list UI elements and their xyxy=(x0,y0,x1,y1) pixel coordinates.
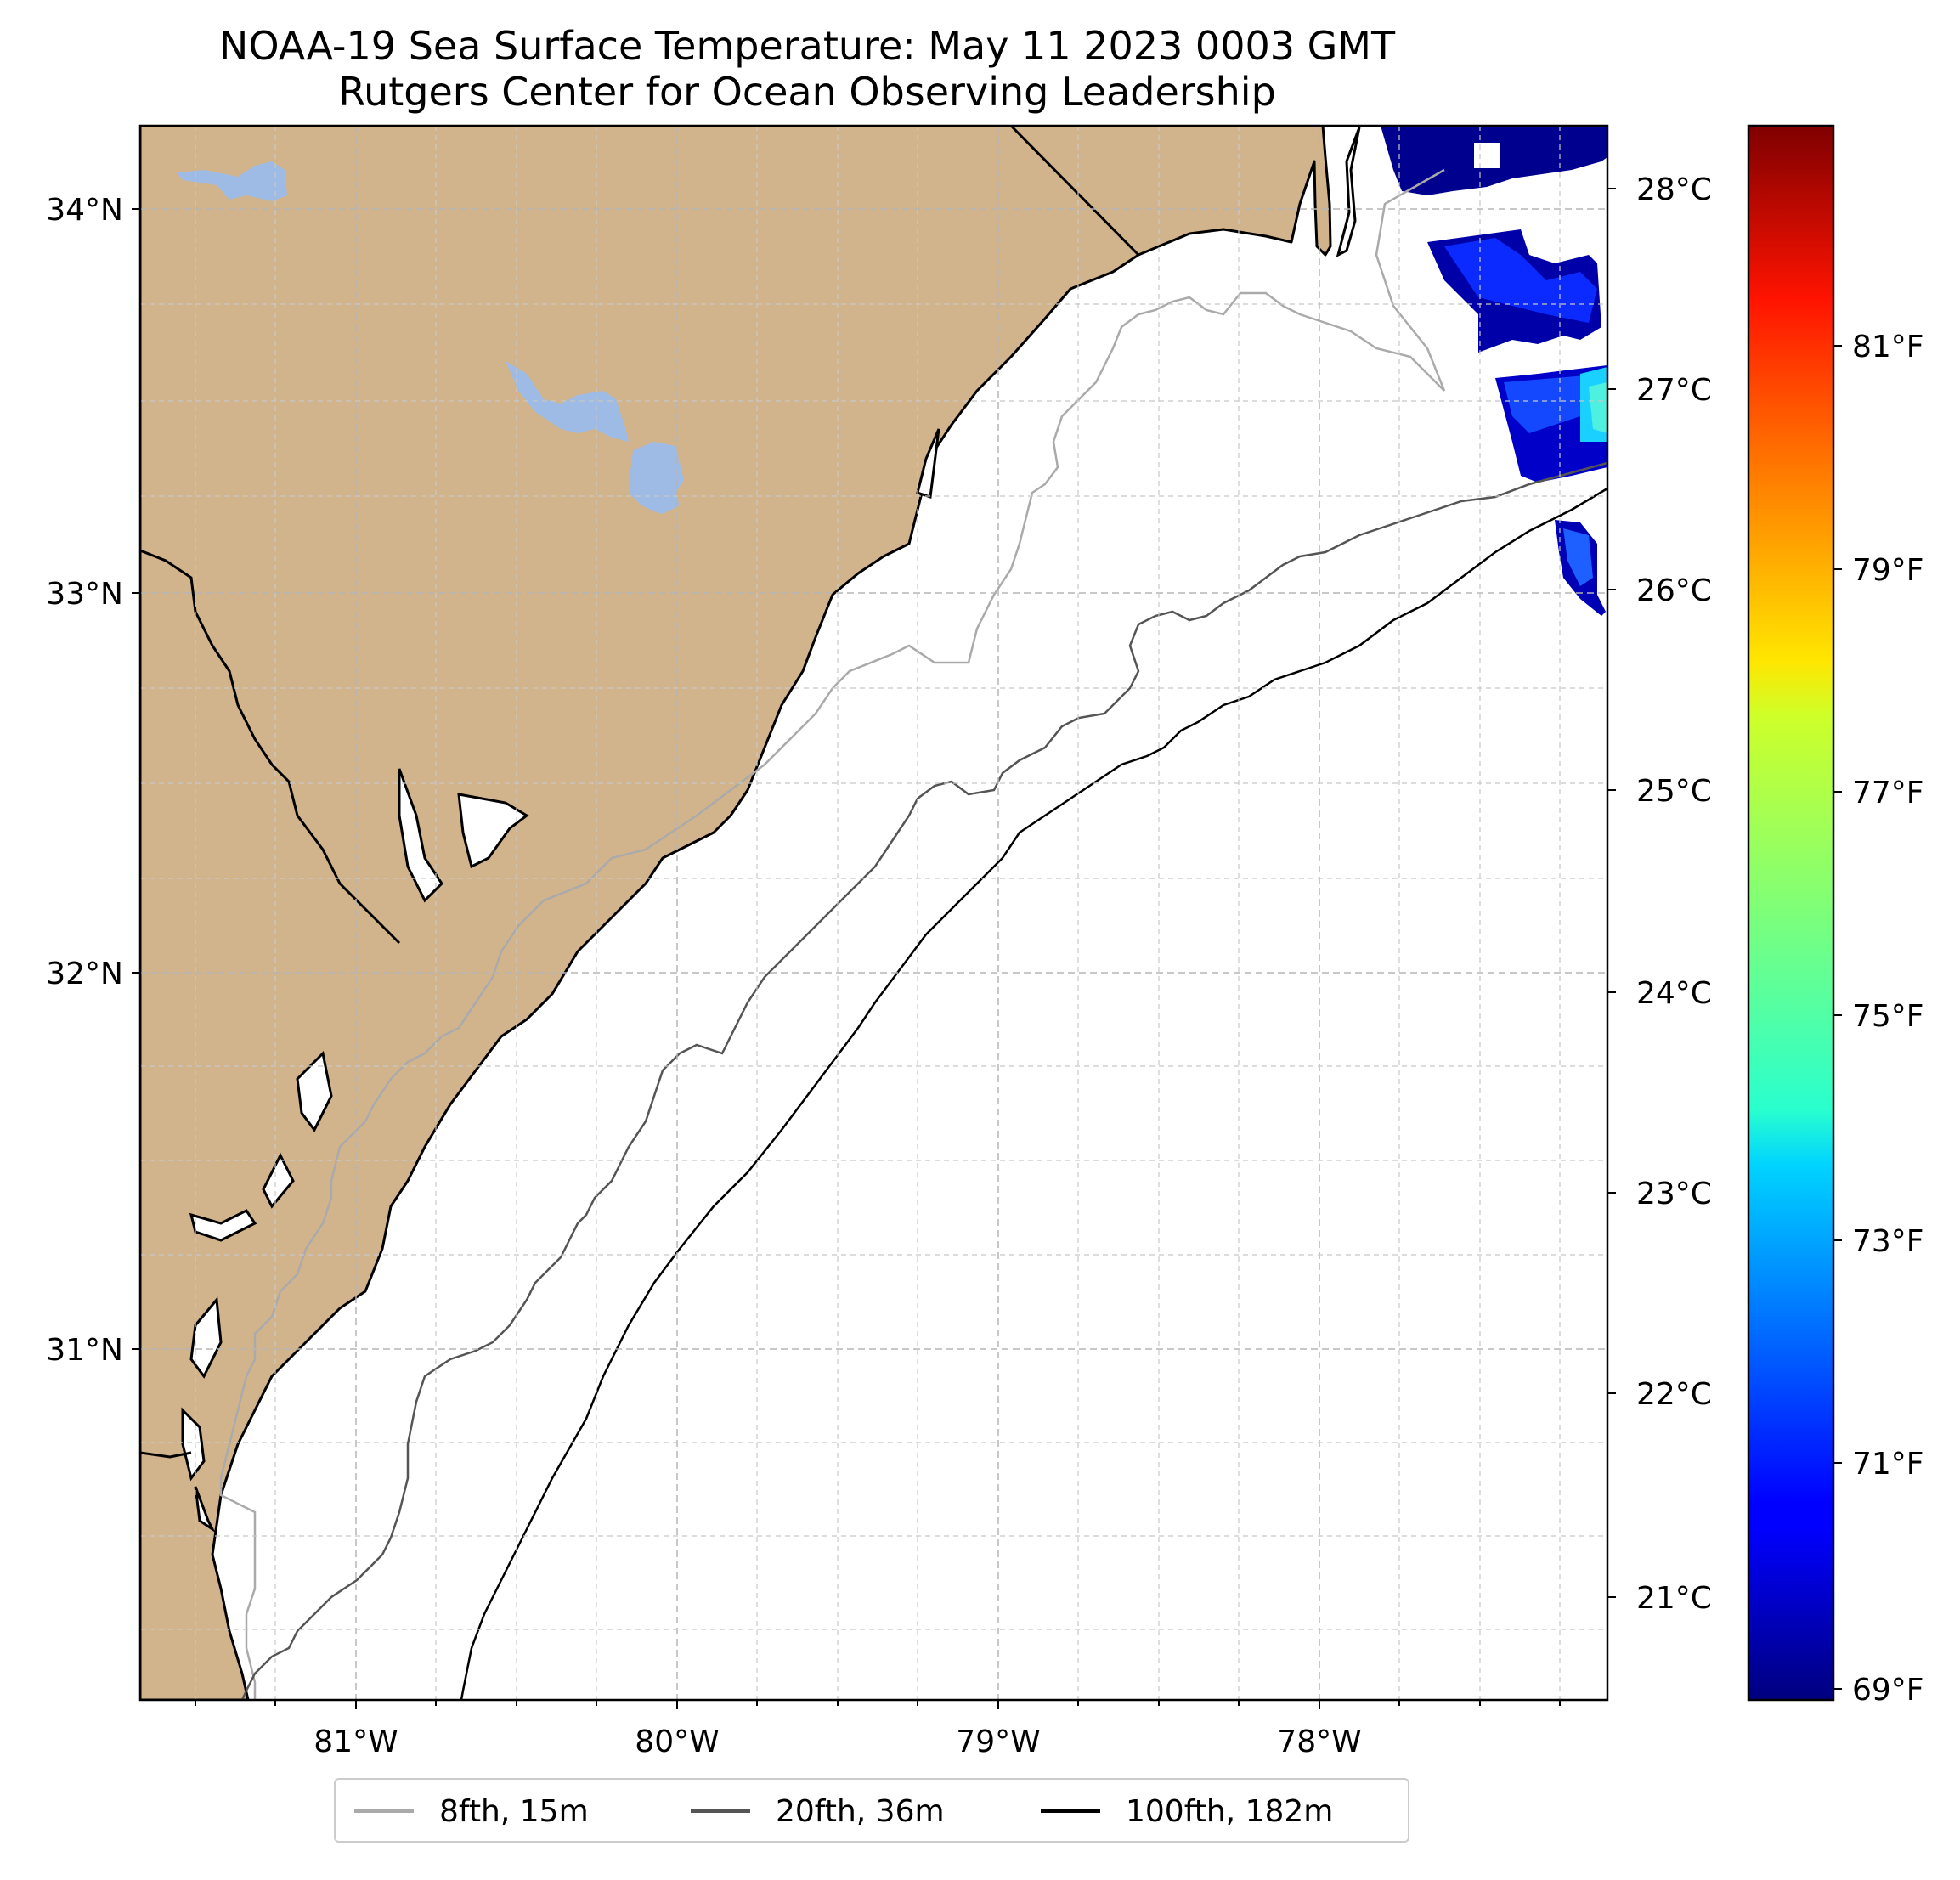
inlet-shape xyxy=(194,1486,216,1533)
colorbar xyxy=(1747,124,1835,1702)
celsius-label: 25°C xyxy=(1636,774,1712,809)
lake xyxy=(506,361,629,442)
lat-label: 33°N xyxy=(46,577,123,612)
fahrenheit-ticks xyxy=(1833,345,1842,1690)
celsius-label: 26°C xyxy=(1636,573,1712,608)
map-frame xyxy=(138,124,1609,1702)
contour-20fth xyxy=(240,461,1607,1700)
inlet-shape xyxy=(189,1296,223,1379)
lake xyxy=(177,161,287,201)
legend-item-100fth: 100fth, 182m xyxy=(1041,1792,1333,1830)
chart-title: NOAA-19 Sea Surface Temperature: May 11 … xyxy=(218,23,1396,69)
legend-label: 8fth, 15m xyxy=(439,1793,589,1829)
contour-100fth xyxy=(460,487,1607,1700)
celsius-label: 23°C xyxy=(1636,1177,1712,1211)
lat-label: 31°N xyxy=(46,1333,123,1368)
inlet-shape xyxy=(262,1152,295,1209)
celsius-label: 21°C xyxy=(1636,1581,1712,1616)
legend-item-8fth: 8fth, 15m xyxy=(354,1792,589,1830)
legend-item-20fth: 20fth, 36m xyxy=(691,1792,945,1830)
legend-line-100fth xyxy=(1041,1809,1100,1813)
celsius-ticks xyxy=(1607,188,1616,1598)
legend: 8fth, 15m 20fth, 36m 100fth, 182m xyxy=(334,1778,1409,1843)
inlet-shape xyxy=(457,793,529,869)
state-border xyxy=(1009,126,1140,257)
lon-label: 81°W xyxy=(313,1725,398,1759)
fahrenheit-label: 69°F xyxy=(1852,1673,1924,1708)
contour-8fth xyxy=(219,168,1446,1700)
legend-line-20fth xyxy=(691,1809,750,1813)
state-border xyxy=(140,549,401,945)
gridlines xyxy=(140,126,1607,1700)
minor-gridlines xyxy=(140,126,1607,1700)
fahrenheit-label: 77°F xyxy=(1852,776,1924,810)
inlet-shape xyxy=(1336,127,1361,257)
lon-label: 78°W xyxy=(1277,1725,1361,1759)
celsius-label: 24°C xyxy=(1636,976,1712,1011)
inlet-shape xyxy=(916,428,940,500)
lat-label: 34°N xyxy=(46,193,123,228)
fahrenheit-label: 75°F xyxy=(1852,999,1924,1034)
fahrenheit-label: 73°F xyxy=(1852,1224,1924,1259)
legend-label: 20fth, 36m xyxy=(776,1793,945,1829)
legend-line-8fth xyxy=(354,1809,414,1813)
inlet-shape xyxy=(398,768,443,903)
fahrenheit-label: 81°F xyxy=(1852,330,1924,364)
lat-label: 32°N xyxy=(46,957,123,991)
fahrenheit-label: 79°F xyxy=(1852,553,1924,588)
celsius-label: 22°C xyxy=(1636,1377,1712,1412)
inlet-shape xyxy=(296,1050,333,1132)
sst-data xyxy=(1381,126,1607,616)
lat-ticks xyxy=(132,208,140,1350)
land-mass xyxy=(140,126,1332,1700)
lon-ticks xyxy=(195,1700,1561,1709)
celsius-label: 27°C xyxy=(1636,373,1712,408)
lon-label: 79°W xyxy=(956,1725,1040,1759)
legend-label: 100fth, 182m xyxy=(1126,1793,1334,1829)
celsius-label: 28°C xyxy=(1636,172,1712,207)
state-border xyxy=(140,1451,192,1459)
fahrenheit-label: 71°F xyxy=(1852,1447,1924,1482)
lake xyxy=(629,442,684,514)
lon-label: 80°W xyxy=(635,1725,719,1759)
inlet-shape xyxy=(181,1407,206,1482)
chart-subtitle: Rutgers Center for Ocean Observing Leade… xyxy=(338,69,1276,115)
